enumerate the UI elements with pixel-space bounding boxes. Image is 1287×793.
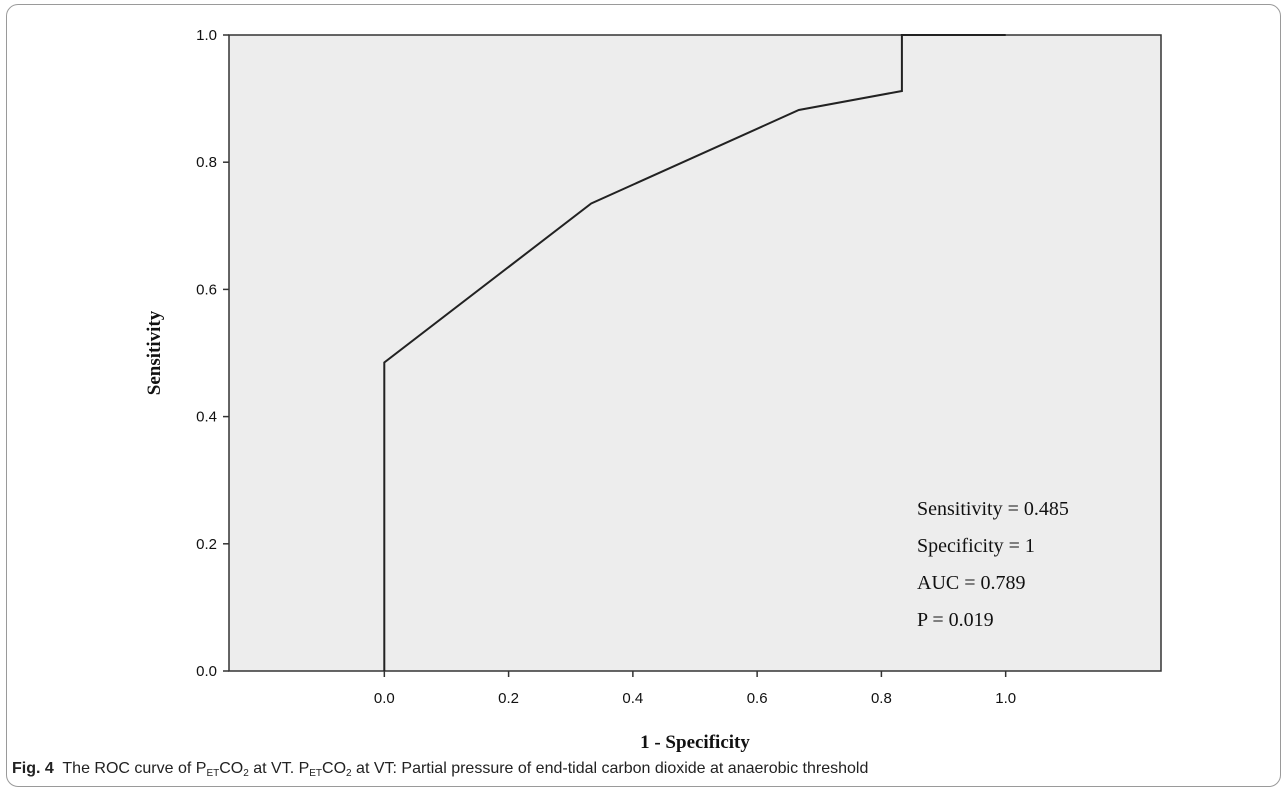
x-tick-label: 0.2	[498, 690, 519, 707]
y-tick-label: 0.2	[196, 536, 217, 553]
caption-text: The ROC curve of PETCO2 at VT. PETCO2 at…	[62, 760, 869, 779]
caption-fragment: at VT. P	[248, 760, 310, 777]
x-axis-title: 1 - Specificity	[640, 732, 750, 753]
y-tick-label: 0.6	[196, 281, 217, 298]
x-axis: 0.0 0.2 0.4 0.6 0.8 1.0	[374, 671, 1016, 707]
caption-fragment: at VT: Partial pressure of end-tidal car…	[351, 760, 869, 777]
x-tick-label: 0.6	[747, 690, 768, 707]
stat-auc: AUC = 0.789	[917, 572, 1026, 594]
figure-frame	[6, 4, 1281, 787]
caption-subscript: ET	[309, 768, 323, 779]
y-axis: 0.0 0.2 0.4 0.6 0.8 1.0	[196, 27, 229, 680]
x-tick-label: 0.0	[374, 690, 395, 707]
y-tick-label: 0.4	[196, 409, 217, 426]
caption-fragment: The ROC curve of P	[62, 760, 207, 777]
stat-p-value: P = 0.019	[917, 609, 994, 631]
caption-label: Fig. 4	[12, 760, 54, 777]
caption-subscript: 2	[346, 768, 352, 779]
stats-annotation: Sensitivity = 0.485 Specificity = 1 AUC …	[917, 498, 1069, 631]
stat-specificity: Specificity = 1	[917, 535, 1035, 557]
y-tick-label: 0.8	[196, 154, 217, 171]
x-tick-label: 1.0	[995, 690, 1016, 707]
y-axis-title: Sensitivity	[144, 310, 165, 395]
figure-caption: Fig. 4 The ROC curve of PETCO2 at VT. PE…	[12, 760, 869, 779]
y-tick-label: 1.0	[196, 27, 217, 44]
caption-subscript: ET	[206, 768, 220, 779]
x-tick-label: 0.4	[622, 690, 643, 707]
y-tick-label: 0.0	[196, 663, 217, 680]
stat-sensitivity: Sensitivity = 0.485	[917, 498, 1069, 520]
x-tick-label: 0.8	[871, 690, 892, 707]
caption-fragment: CO	[322, 760, 347, 777]
roc-curve-line	[383, 34, 1006, 671]
caption-subscript: 2	[243, 768, 249, 779]
caption-fragment: CO	[219, 760, 244, 777]
